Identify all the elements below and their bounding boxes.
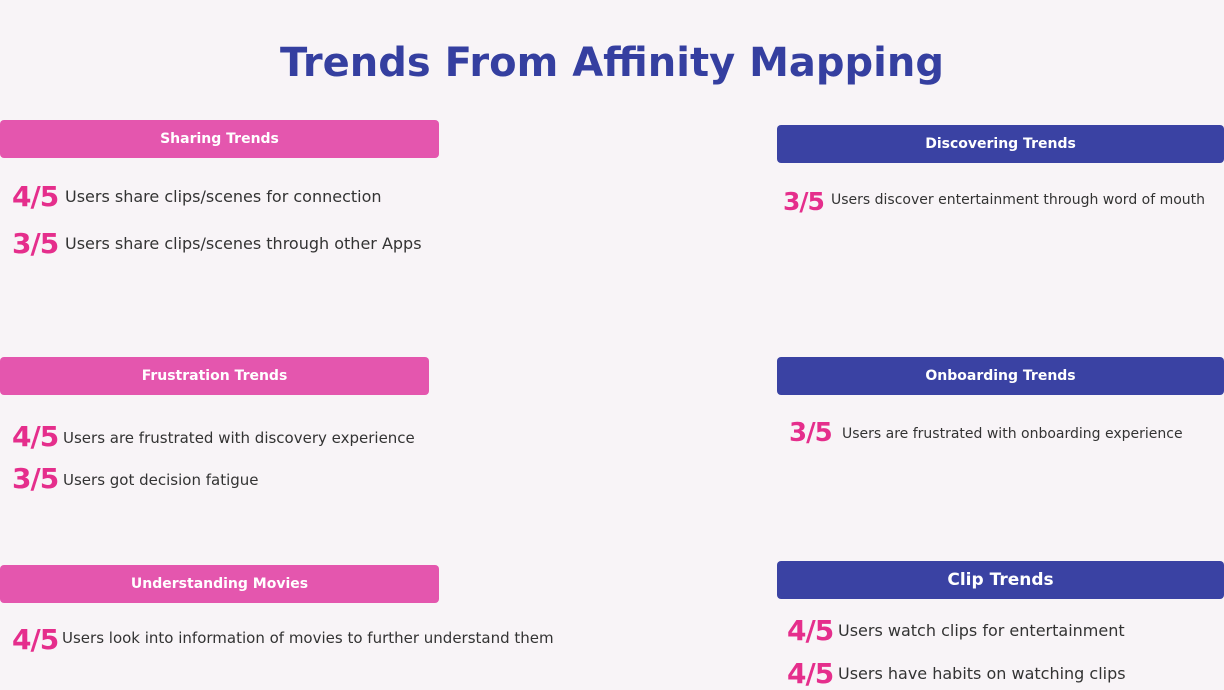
sharing-statement-1: Users share clips/scenes for connection xyxy=(65,187,382,206)
onboarding-trends-heading: Onboarding Trends xyxy=(925,368,1076,384)
understanding-movies-heading: Understanding Movies xyxy=(130,576,309,592)
frustration-trends-heading: Frustration Trends xyxy=(141,368,288,384)
frustration-statement-1: Users are frustrated with discovery expe… xyxy=(63,429,415,447)
clip-ratio-1: 4/5 xyxy=(787,614,834,647)
clip-trends-banner: Clip Trends xyxy=(777,561,1224,599)
onboarding-trends-banner: Onboarding Trends xyxy=(777,357,1224,395)
understanding-statement-1: Users look into information of movies to… xyxy=(62,629,554,647)
clip-statement-1: Users watch clips for entertainment xyxy=(838,621,1125,640)
sharing-ratio-2: 3/5 xyxy=(12,227,59,260)
frustration-statement-2: Users got decision fatigue xyxy=(63,471,259,489)
sharing-trends-heading: Sharing Trends xyxy=(160,131,279,147)
understanding-movies-banner: Understanding Movies xyxy=(0,565,439,603)
frustration-trends-banner: Frustration Trends xyxy=(0,357,429,395)
understanding-ratio-1: 4/5 xyxy=(12,623,59,656)
clip-ratio-2: 4/5 xyxy=(787,657,834,690)
frustration-ratio-1: 4/5 xyxy=(12,420,59,453)
clip-trends-heading: Clip Trends xyxy=(947,570,1054,590)
sharing-trends-banner: Sharing Trends xyxy=(0,120,439,158)
discovering-ratio-1: 3/5 xyxy=(783,187,825,216)
page-title: Trends From Affinity Mapping xyxy=(280,40,944,86)
discovering-trends-heading: Discovering Trends xyxy=(925,136,1076,152)
sharing-statement-2: Users share clips/scenes through other A… xyxy=(65,234,422,253)
sharing-ratio-1: 4/5 xyxy=(12,180,59,213)
onboarding-statement-1: Users are frustrated with onboarding exp… xyxy=(842,426,1183,442)
discovering-statement-1: Users discover entertainment through wor… xyxy=(831,192,1206,208)
discovering-trends-banner: Discovering Trends xyxy=(777,125,1224,163)
frustration-ratio-2: 3/5 xyxy=(12,462,59,495)
clip-statement-2: Users have habits on watching clips xyxy=(838,664,1126,683)
onboarding-ratio-1: 3/5 xyxy=(789,418,833,448)
